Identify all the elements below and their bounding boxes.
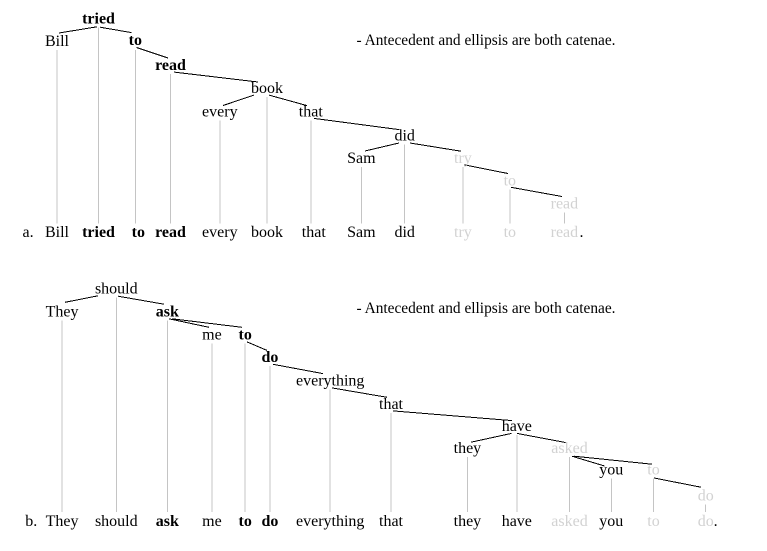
svg-text:ask: ask — [156, 513, 179, 530]
svg-text:do: do — [261, 513, 278, 530]
svg-text:have: have — [502, 418, 532, 435]
svg-text:did: did — [394, 128, 414, 145]
svg-text:did: did — [394, 224, 414, 241]
svg-text:that: that — [379, 513, 404, 530]
svg-text:They: They — [46, 513, 79, 530]
svg-text:.: . — [714, 513, 718, 530]
svg-text:to: to — [504, 224, 516, 241]
svg-text:asked: asked — [551, 513, 587, 530]
svg-text:me: me — [202, 513, 222, 530]
svg-text:a.: a. — [23, 224, 34, 241]
svg-text:Bill: Bill — [45, 33, 70, 50]
svg-text:everything: everything — [296, 372, 364, 389]
svg-text:to: to — [647, 461, 659, 478]
svg-text:They: They — [46, 304, 79, 321]
svg-text:should: should — [95, 513, 138, 530]
svg-text:.: . — [580, 224, 584, 241]
svg-text:do: do — [698, 513, 714, 530]
svg-text:read: read — [155, 224, 186, 241]
svg-text:Sam: Sam — [347, 224, 376, 241]
svg-text:read: read — [551, 196, 579, 213]
svg-text:Bill: Bill — [45, 224, 70, 241]
svg-text:have: have — [502, 513, 532, 530]
svg-text:do: do — [261, 349, 278, 366]
svg-text:they: they — [454, 513, 482, 530]
svg-text:tried: tried — [82, 10, 115, 27]
svg-text:to: to — [239, 326, 252, 343]
svg-text:- Antecedent and ellipsis are: - Antecedent and ellipsis are both caten… — [357, 300, 616, 317]
svg-text:try: try — [454, 224, 472, 241]
svg-text:every: every — [202, 224, 238, 241]
svg-text:me: me — [202, 326, 222, 343]
svg-text:to: to — [129, 32, 142, 49]
svg-text:tried: tried — [82, 224, 115, 241]
svg-text:to: to — [504, 172, 516, 189]
svg-text:Sam: Sam — [347, 150, 376, 167]
svg-text:every: every — [202, 103, 238, 120]
svg-text:you: you — [599, 461, 623, 478]
svg-text:do: do — [698, 488, 714, 505]
svg-text:read: read — [551, 224, 579, 241]
svg-text:to: to — [647, 513, 659, 530]
svg-text:ask: ask — [156, 304, 179, 321]
svg-text:should: should — [95, 281, 138, 298]
svg-text:book: book — [251, 80, 283, 97]
svg-text:to: to — [239, 513, 252, 530]
svg-text:asked: asked — [551, 440, 587, 457]
svg-text:that: that — [379, 396, 404, 413]
svg-text:to: to — [132, 224, 145, 241]
svg-text:everything: everything — [296, 513, 364, 530]
svg-text:they: they — [454, 440, 482, 457]
svg-text:b.: b. — [25, 513, 37, 530]
svg-text:- Antecedent and ellipsis are: - Antecedent and ellipsis are both caten… — [357, 32, 616, 49]
svg-text:read: read — [155, 57, 186, 74]
svg-text:book: book — [251, 224, 283, 241]
svg-text:you: you — [599, 513, 623, 530]
svg-text:try: try — [454, 150, 472, 167]
svg-text:that: that — [299, 103, 324, 120]
svg-text:that: that — [302, 224, 327, 241]
